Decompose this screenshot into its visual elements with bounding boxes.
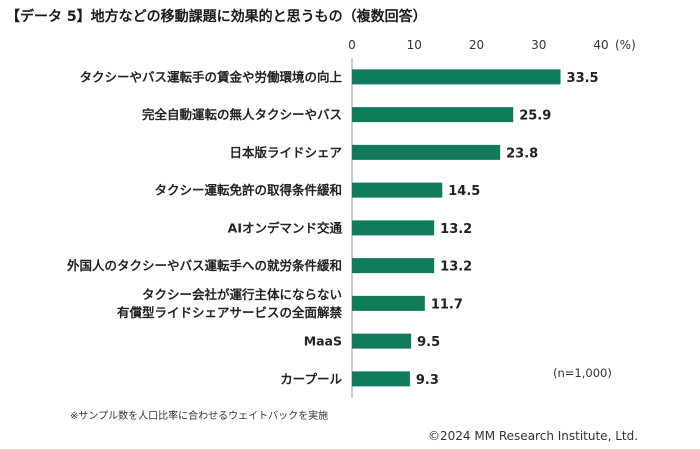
x-tick-label: 10 (407, 38, 422, 52)
data-label: 25.9 (519, 109, 551, 124)
category-label-line: AIオンデマンド交通 (228, 220, 343, 235)
data-label: 23.8 (506, 146, 538, 161)
bar (352, 295, 425, 311)
x-tick-label: 30 (531, 38, 546, 52)
data-label: 13.2 (440, 222, 472, 237)
bar (352, 371, 410, 387)
category-label: タクシーやバス運転手の賃金や労働環境の向上 (79, 69, 342, 84)
chart-title: 【データ 5】地方などの移動課題に効果的と思うもの（複数回答） (6, 9, 427, 25)
data-label: 9.5 (417, 335, 440, 350)
data-label: 11.7 (431, 297, 463, 312)
category-label: MaaS (304, 334, 342, 349)
data-label: 33.5 (567, 71, 599, 86)
bar (352, 69, 561, 85)
bar (352, 333, 412, 349)
data-label: 13.2 (440, 260, 472, 275)
category-label: タクシー運転免許の取得条件緩和 (154, 183, 342, 198)
category-label: 完全自動運転の無人タクシーやバス (142, 107, 342, 122)
category-label: AIオンデマンド交通 (228, 220, 343, 235)
category-label-line: 外国人のタクシーやバス運転手への就労条件緩和 (66, 258, 342, 273)
category-label-line: タクシーやバス運転手の賃金や労働環境の向上 (79, 69, 342, 84)
category-label-line: 有償型ライドシェアサービスの全面解禁 (117, 305, 343, 320)
data-label: 14.5 (448, 184, 480, 199)
category-label: 日本版ライドシェア (229, 145, 342, 160)
x-tick-label: 40 (593, 38, 608, 52)
category-label: カープール (280, 371, 342, 386)
bar (352, 258, 435, 274)
category-label: 外国人のタクシーやバス運転手への就労条件緩和 (66, 258, 342, 273)
sample-size-label: (n=1,000) (553, 366, 612, 380)
x-tick-label: 20 (469, 38, 484, 52)
category-label-line: カープール (280, 371, 342, 386)
category-label: タクシー会社が運行主体にならない有償型ライドシェアサービスの全面解禁 (117, 287, 343, 320)
copyright-text: ©2024 MM Research Institute, Ltd. (428, 429, 639, 443)
bar (352, 144, 501, 160)
bar (352, 107, 514, 123)
category-label-line: MaaS (304, 334, 342, 349)
category-label-line: タクシー運転免許の取得条件緩和 (154, 183, 342, 198)
category-label-line: 完全自動運転の無人タクシーやバス (142, 107, 342, 122)
data-label: 9.3 (416, 373, 439, 388)
bar (352, 220, 435, 236)
bar (352, 182, 443, 198)
category-label-line: タクシー会社が運行主体にならない (142, 287, 342, 302)
x-tick-label: 0 (348, 38, 356, 52)
x-unit-label: (%) (615, 38, 636, 52)
category-label-line: 日本版ライドシェア (229, 145, 342, 160)
footnote: ※サンプル数を人口比率に合わせるウェイトバックを実施 (70, 411, 329, 422)
